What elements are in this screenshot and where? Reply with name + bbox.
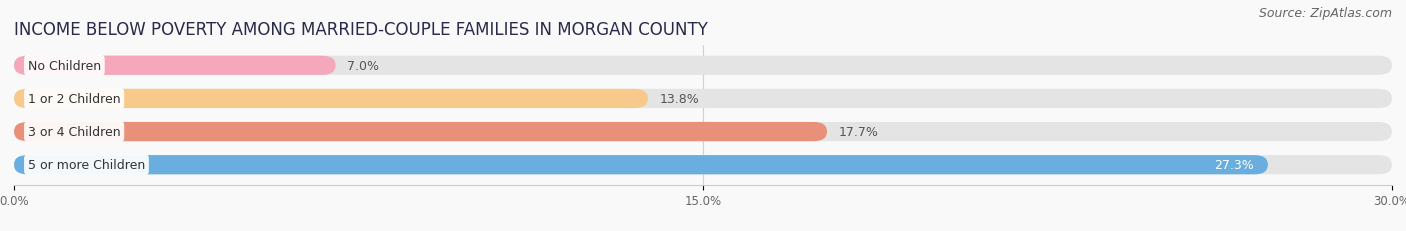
FancyBboxPatch shape — [14, 89, 1392, 109]
Text: 7.0%: 7.0% — [347, 60, 380, 73]
FancyBboxPatch shape — [14, 122, 827, 142]
Text: No Children: No Children — [28, 60, 101, 73]
Text: INCOME BELOW POVERTY AMONG MARRIED-COUPLE FAMILIES IN MORGAN COUNTY: INCOME BELOW POVERTY AMONG MARRIED-COUPL… — [14, 21, 709, 39]
Text: 3 or 4 Children: 3 or 4 Children — [28, 125, 121, 138]
FancyBboxPatch shape — [14, 122, 1392, 142]
Text: Source: ZipAtlas.com: Source: ZipAtlas.com — [1258, 7, 1392, 20]
FancyBboxPatch shape — [14, 155, 1268, 175]
FancyBboxPatch shape — [14, 56, 1392, 76]
Text: 17.7%: 17.7% — [838, 125, 879, 138]
FancyBboxPatch shape — [14, 56, 336, 76]
Text: 13.8%: 13.8% — [659, 93, 699, 106]
FancyBboxPatch shape — [14, 89, 648, 109]
Text: 27.3%: 27.3% — [1215, 158, 1254, 171]
Text: 1 or 2 Children: 1 or 2 Children — [28, 93, 121, 106]
FancyBboxPatch shape — [14, 155, 1392, 175]
Text: 5 or more Children: 5 or more Children — [28, 158, 145, 171]
